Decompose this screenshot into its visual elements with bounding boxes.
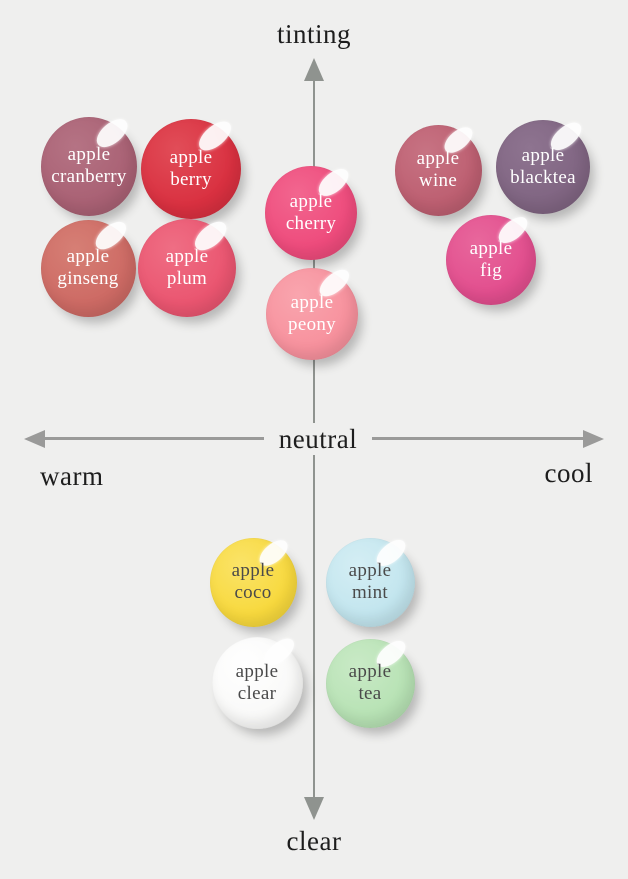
swatch-label: apple tea — [349, 661, 392, 705]
swatch-label: apple wine — [417, 148, 460, 192]
arrow-left-icon — [24, 430, 45, 448]
swatch-label: apple blacktea — [510, 145, 576, 189]
swatch-label-line2: berry — [170, 169, 212, 190]
swatch-label: apple peony — [288, 292, 336, 336]
axis-label-neutral: neutral — [264, 423, 372, 455]
swatch-label-line2: peony — [288, 314, 336, 335]
swatch-label-line2: plum — [166, 268, 208, 289]
swatch-apple-mint: apple mint — [325, 534, 415, 627]
swatch-label: apple clear — [236, 661, 279, 705]
swatch-apple-wine: apple wine — [394, 122, 482, 216]
swatch-label: apple mint — [349, 560, 392, 604]
swatch-apple-cranberry: apple cranberry — [41, 114, 137, 216]
swatch-label-line1: apple — [165, 246, 209, 267]
swatch-label: apple cherry — [286, 191, 336, 235]
swatch-label-line2: tea — [358, 683, 382, 704]
axis-label-tinting: tinting — [276, 19, 351, 49]
swatch-label-line1: apple — [67, 144, 111, 165]
swatch-label: apple ginseng — [57, 246, 118, 290]
swatch-label: apple fig — [470, 238, 513, 282]
swatch-label-line2: clear — [237, 683, 277, 704]
swatch-label-line2: wine — [418, 170, 458, 191]
swatch-apple-fig: apple fig — [446, 212, 536, 305]
swatch-label-line1: apple — [66, 246, 110, 267]
swatch-apple-peony: apple peony — [266, 265, 358, 360]
horizontal-axis-line-left — [43, 437, 264, 440]
swatch-apple-berry: apple berry — [141, 116, 241, 219]
swatch-apple-cherry: apple cherry — [265, 163, 357, 260]
swatch-apple-blacktea: apple blacktea — [496, 117, 590, 214]
axis-label-clear: clear — [286, 826, 342, 856]
axis-label-cool: cool — [544, 458, 593, 488]
arrow-down-icon — [304, 797, 324, 820]
swatch-apple-coco: apple coco — [209, 535, 297, 627]
swatch-label: apple cranberry — [51, 144, 126, 188]
swatch-label-line2: cherry — [285, 213, 337, 234]
axis-label-warm: warm — [40, 461, 104, 491]
swatch-label-line2: fig — [479, 260, 502, 281]
swatch-label-line1: apple — [348, 661, 392, 682]
swatch-label-line2: blacktea — [510, 167, 576, 188]
swatch-label-line1: apple — [231, 560, 275, 581]
arrow-right-icon — [583, 430, 604, 448]
swatch-label-line1: apple — [521, 145, 565, 166]
swatch-apple-plum: apple plum — [138, 216, 236, 317]
swatch-label-line1: apple — [416, 148, 460, 169]
swatch-label-line1: apple — [469, 238, 513, 259]
swatch-apple-ginseng: apple ginseng — [40, 216, 136, 317]
swatch-label-line1: apple — [289, 191, 333, 212]
swatch-label-line1: apple — [235, 661, 279, 682]
swatch-label-line2: coco — [234, 582, 272, 603]
arrow-up-icon — [304, 58, 324, 81]
swatch-label-line1: apple — [348, 560, 392, 581]
swatch-label-line2: mint — [351, 582, 389, 603]
swatch-label: apple berry — [170, 147, 213, 191]
swatch-label-line2: ginseng — [57, 268, 119, 289]
swatch-label-line2: cranberry — [51, 166, 127, 187]
swatch-label: apple plum — [166, 246, 209, 290]
swatch-label-line1: apple — [169, 147, 213, 168]
horizontal-axis-line-right — [367, 437, 587, 440]
swatch-apple-tea: apple tea — [325, 635, 415, 728]
swatch-apple-clear: apple clear — [211, 634, 303, 729]
swatch-label: apple coco — [232, 560, 275, 604]
swatch-label-line1: apple — [290, 292, 334, 313]
